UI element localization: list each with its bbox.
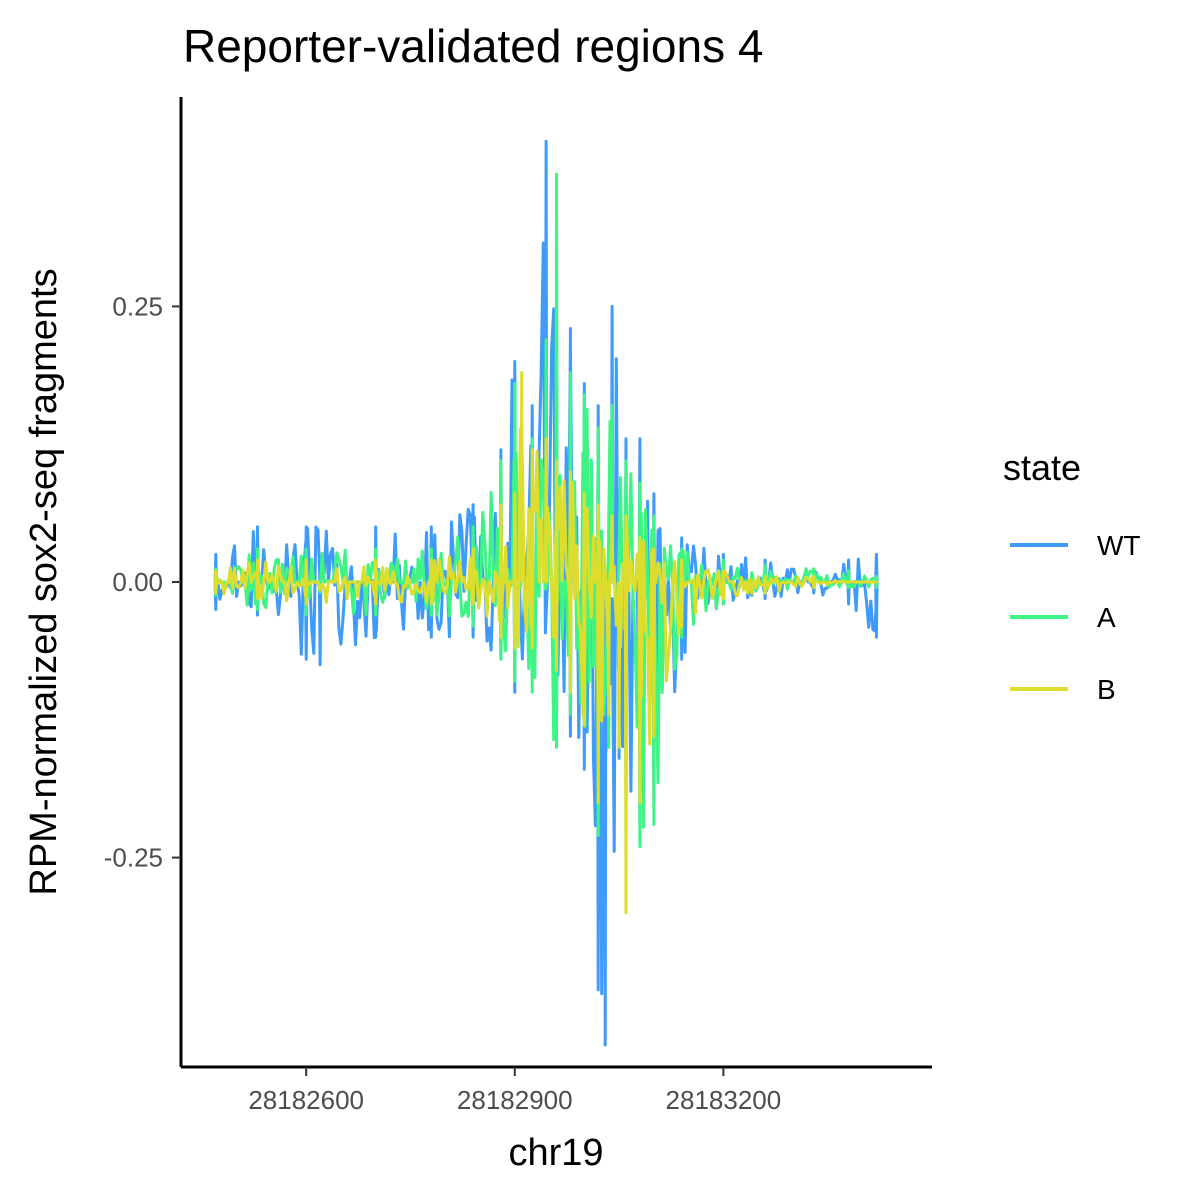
chart-title: Reporter-validated regions 4	[183, 20, 763, 72]
x-axis-title: chr19	[508, 1132, 603, 1174]
series-line-b	[213, 371, 878, 915]
series-line-a	[213, 172, 879, 848]
y-tick-label: -0.25	[104, 843, 163, 873]
plot-area	[213, 139, 879, 1047]
x-axis-ticks: 28182600 28182900 28183200	[248, 1067, 781, 1115]
x-tick-label: 28182900	[457, 1085, 573, 1115]
x-tick-label: 28183200	[666, 1085, 782, 1115]
legend: state WT A B	[1003, 447, 1141, 705]
legend-label-wt: WT	[1097, 530, 1141, 561]
legend-label-b: B	[1097, 674, 1116, 705]
series-line-wt	[213, 139, 879, 1047]
y-axis-title: RPM-normalized sox2-seq fragments	[23, 268, 65, 895]
y-axis-ticks: 0.25 0.00 -0.25	[104, 291, 181, 873]
x-tick-label: 28182600	[248, 1085, 364, 1115]
legend-label-a: A	[1097, 602, 1116, 633]
legend-title: state	[1003, 447, 1081, 488]
y-tick-label: 0.25	[112, 291, 163, 321]
y-tick-label: 0.00	[112, 567, 163, 597]
